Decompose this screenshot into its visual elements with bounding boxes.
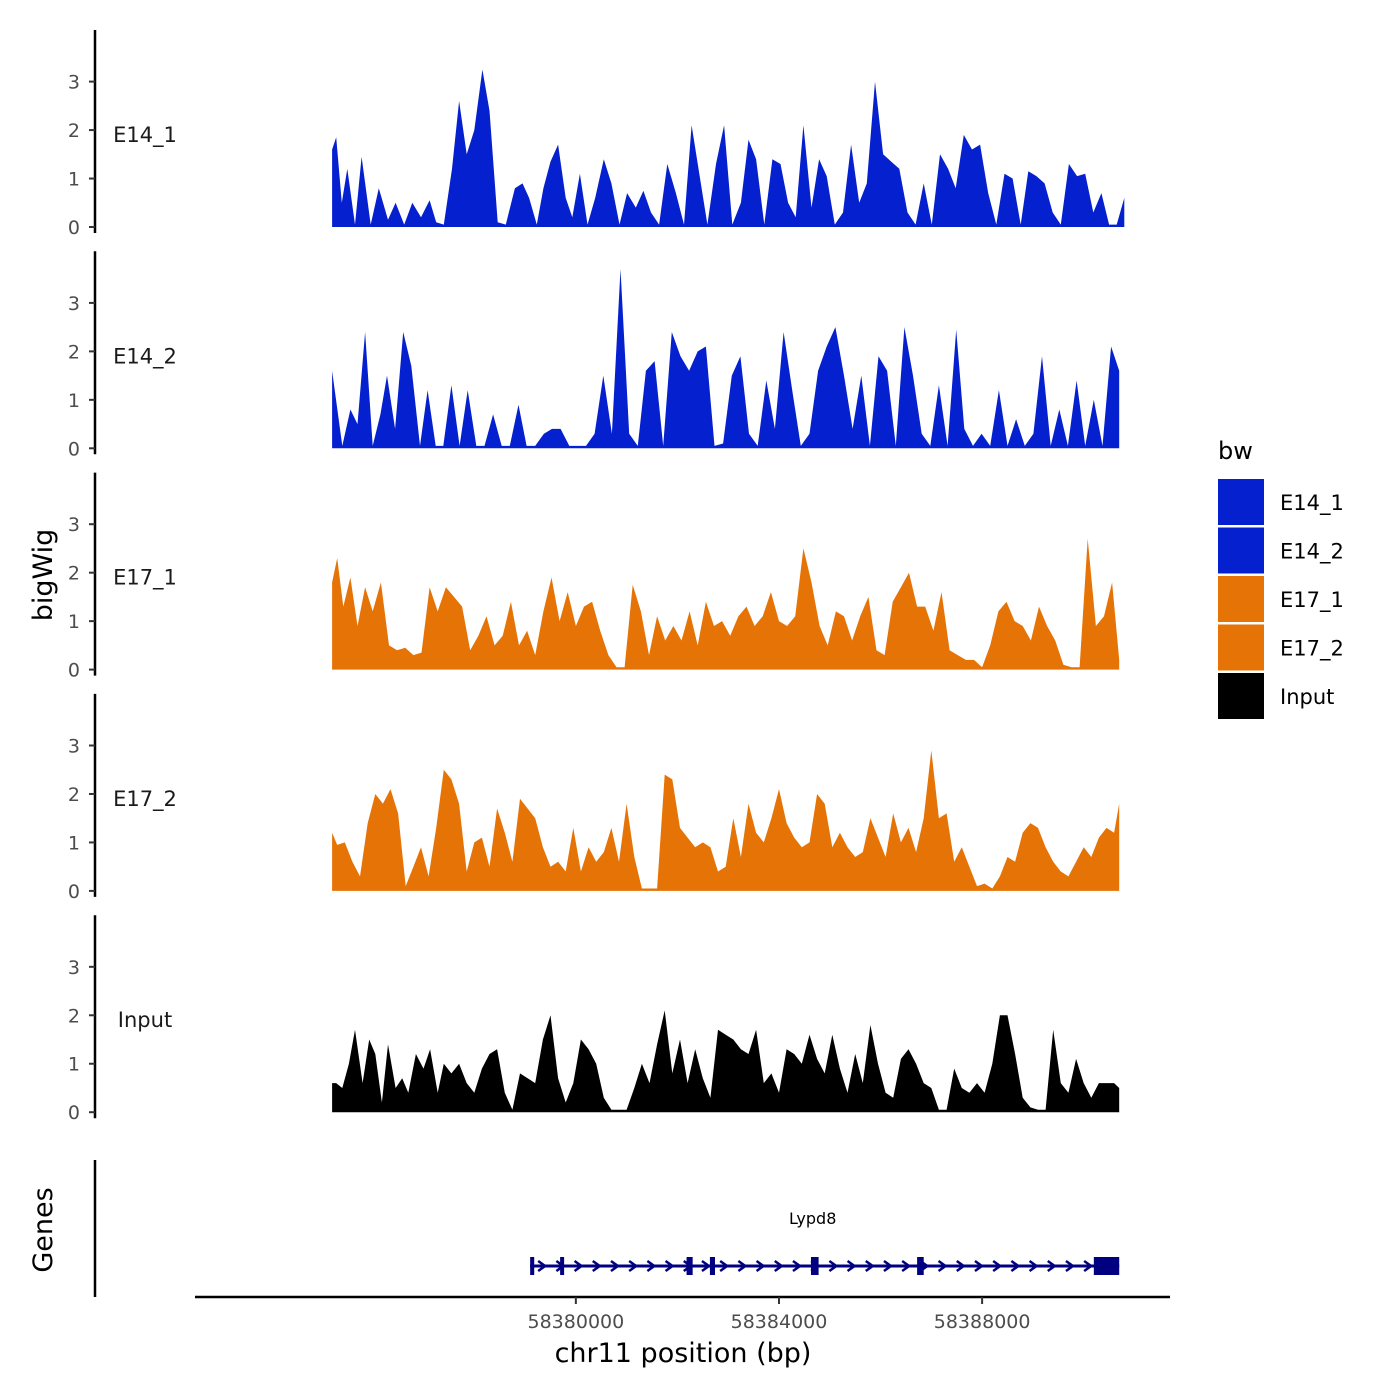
legend-key	[1218, 576, 1264, 622]
gene-name-label: Lypd8	[789, 1209, 836, 1228]
y-tick-label: 3	[68, 957, 80, 979]
legend-item-E14_1: E14_1	[1218, 479, 1344, 525]
y-tick-label: 3	[68, 736, 80, 758]
gene-exon	[917, 1257, 924, 1275]
x-axis: 58380000 58384000 58388000	[195, 1295, 1170, 1333]
area-E14_2	[332, 269, 1120, 449]
strand-arrow	[846, 1259, 857, 1273]
y-tick-label: 3	[68, 72, 80, 94]
area-E17_1	[332, 538, 1120, 670]
gene-exon	[560, 1257, 565, 1275]
y-tick-label: 1	[68, 390, 80, 412]
y-tick-label: 0	[68, 438, 80, 460]
legend-key	[1218, 479, 1264, 525]
strand-arrow	[1083, 1259, 1094, 1273]
y-tick-label: 3	[68, 514, 80, 536]
y-tick-label: 3	[68, 293, 80, 315]
strand-arrow	[883, 1259, 894, 1273]
y-tick-label: 0	[68, 217, 80, 239]
gene-exon	[686, 1257, 693, 1275]
strand-arrow	[992, 1259, 1003, 1273]
signal-tracks: 0 1 2 3 E14_1 0 1 2 3 E14_2 0 1 2 3 E17_1 0 1 2 3 E17_2 0 1 2 3…	[68, 30, 1125, 1124]
legend-label: E17_2	[1280, 637, 1344, 662]
strand-arrow	[1047, 1259, 1057, 1273]
legend-title: bw	[1218, 437, 1253, 465]
strand-arrow	[737, 1259, 748, 1273]
y-axis-title: bigWig	[28, 529, 59, 622]
track-E17_1: 0 1 2 3 E17_1	[68, 472, 1120, 682]
strand-arrow	[628, 1259, 639, 1273]
area-Input	[332, 1010, 1120, 1113]
gene-track: Lypd8	[93, 1160, 1120, 1297]
x-tick-label: 58388000	[934, 1311, 1031, 1333]
legend-item-E14_2: E14_2	[1218, 527, 1344, 574]
legend: bw E14_1 E14_2 E17_1 E17_2 Input	[1218, 437, 1344, 719]
track-label: E14_2	[113, 344, 177, 369]
y-tick-label: 2	[68, 120, 80, 142]
legend-key	[1218, 673, 1264, 719]
legend-item-Input: Input	[1218, 673, 1334, 719]
strand-arrow	[592, 1259, 602, 1273]
y-tick-label: 2	[68, 563, 80, 585]
strand-arrow	[937, 1259, 948, 1273]
legend-label: Input	[1280, 685, 1334, 709]
strand-arrow	[956, 1259, 966, 1273]
x-tick-label: 58384000	[731, 1311, 828, 1333]
track-Input: 0 1 2 3 Input	[68, 915, 1120, 1124]
strand-arrow	[701, 1259, 712, 1273]
gene-exon	[530, 1257, 535, 1275]
y-tick-label: 1	[68, 611, 80, 633]
strand-arrow	[792, 1259, 803, 1273]
y-tick-label: 1	[68, 1054, 80, 1076]
y-tick-label: 0	[68, 660, 80, 682]
legend-item-E17_2: E17_2	[1218, 624, 1344, 671]
strand-arrow	[974, 1259, 985, 1273]
strand-arrow	[537, 1259, 548, 1273]
track-label: E14_1	[113, 123, 177, 148]
strand-arrow	[755, 1259, 766, 1273]
legend-key	[1218, 527, 1264, 574]
x-axis-title: chr11 position (bp)	[555, 1338, 812, 1369]
y-tick-label: 2	[68, 784, 80, 806]
strand-arrow	[774, 1259, 784, 1273]
strand-arrow	[865, 1259, 875, 1273]
legend-label: E17_1	[1280, 588, 1344, 613]
track-E14_2: 0 1 2 3 E14_2	[68, 251, 1120, 460]
strand-arrow	[664, 1259, 675, 1273]
gene-exon	[1093, 1257, 1120, 1275]
strand-arrow	[1065, 1259, 1076, 1273]
strand-arrow	[573, 1259, 584, 1273]
legend-label: E14_2	[1280, 540, 1344, 565]
x-tick-label: 58380000	[528, 1311, 625, 1333]
strand-arrow	[1010, 1259, 1021, 1273]
strand-arrow	[1028, 1259, 1039, 1273]
track-label: E17_1	[113, 566, 177, 591]
legend-key	[1218, 624, 1264, 671]
legend-label: E14_1	[1280, 491, 1344, 516]
gene-track-title: Genes	[28, 1187, 59, 1272]
y-tick-label: 0	[68, 1102, 80, 1124]
track-label: Input	[118, 1008, 172, 1032]
strand-arrow	[646, 1259, 657, 1273]
y-tick-label: 2	[68, 1005, 80, 1027]
y-tick-label: 1	[68, 169, 80, 191]
y-tick-label: 2	[68, 341, 80, 363]
legend-item-E17_1: E17_1	[1218, 576, 1344, 622]
y-tick-label: 1	[68, 832, 80, 854]
track-E17_2: 0 1 2 3 E17_2	[68, 693, 1120, 903]
gene-exon	[709, 1257, 715, 1275]
track-E14_1: 0 1 2 3 E14_1	[68, 30, 1125, 239]
gene-exon	[810, 1257, 819, 1275]
y-tick-label: 0	[68, 881, 80, 903]
strand-arrow	[719, 1259, 730, 1273]
area-E14_1	[332, 69, 1125, 227]
strand-arrow	[828, 1259, 839, 1273]
track-label: E17_2	[113, 787, 177, 812]
strand-arrow	[901, 1259, 912, 1273]
strand-arrow	[610, 1259, 621, 1273]
area-E17_2	[332, 750, 1120, 891]
